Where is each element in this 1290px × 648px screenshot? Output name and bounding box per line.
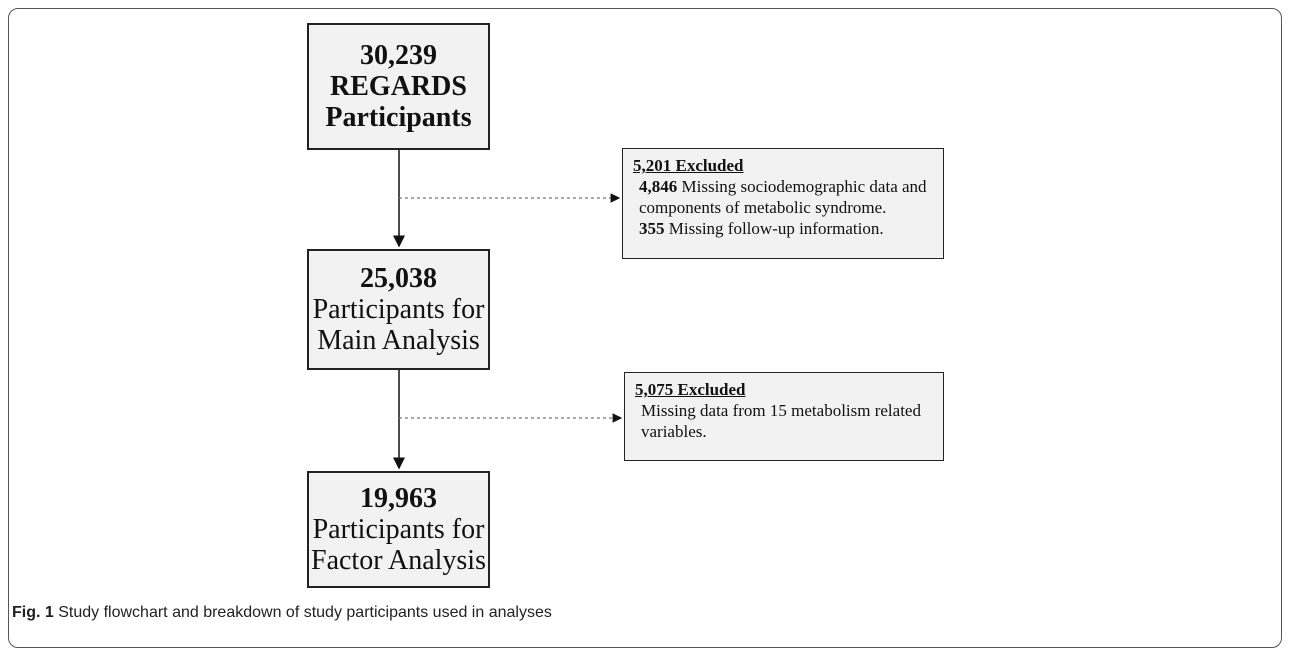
exclusion-line: variables. bbox=[641, 422, 707, 441]
node: 30,239 REGARDS Participants bbox=[307, 23, 490, 150]
node-line: Participants bbox=[325, 102, 472, 133]
exclusion-line: 4,846 Missing sociodemographic data and bbox=[633, 176, 933, 197]
exclusion-count: 4,846 bbox=[639, 177, 678, 196]
node: 19,963 Participants for Factor Analysis bbox=[307, 471, 490, 588]
exclusion: 5,201 Excluded 4,846 Missing sociodemogr… bbox=[622, 148, 944, 259]
exclusion-title: 5,201 Excluded bbox=[633, 156, 744, 175]
exclusion-text: Missing follow-up information. bbox=[668, 219, 884, 238]
page: 30,239 REGARDS Participants 25,038 Parti… bbox=[8, 8, 1282, 648]
exclusion-line: components of metabolic syndrome. bbox=[639, 198, 887, 217]
caption: Fig. 1 Study flowchart and breakdown of … bbox=[12, 604, 552, 622]
exclusion-count: 355 bbox=[639, 219, 665, 238]
caption-text: Study flowchart and breakdown of study p… bbox=[58, 604, 552, 621]
node-line: REGARDS bbox=[330, 71, 467, 102]
exclusion-title: 5,075 Excluded bbox=[635, 380, 746, 399]
node-count: 19,963 bbox=[360, 483, 437, 514]
node-line: Participants for bbox=[312, 294, 485, 325]
exclusion-line: 355 Missing follow-up information. bbox=[633, 218, 933, 239]
node-line: Factor Analysis bbox=[311, 545, 486, 576]
exclusion: 5,075 Excluded Missing data from 15 meta… bbox=[624, 372, 944, 461]
node-count: 30,239 bbox=[360, 40, 437, 71]
node-count: 25,038 bbox=[360, 263, 437, 294]
exclusion-line: Missing data from 15 metabolism related bbox=[641, 401, 921, 420]
caption-label: Fig. 1 bbox=[12, 604, 54, 621]
node-line: Main Analysis bbox=[317, 325, 480, 356]
exclusion-text: Missing sociodemographic data and bbox=[681, 177, 927, 196]
node: 25,038 Participants for Main Analysis bbox=[307, 249, 490, 370]
node-line: Participants for bbox=[312, 514, 485, 545]
arrows bbox=[393, 150, 623, 470]
